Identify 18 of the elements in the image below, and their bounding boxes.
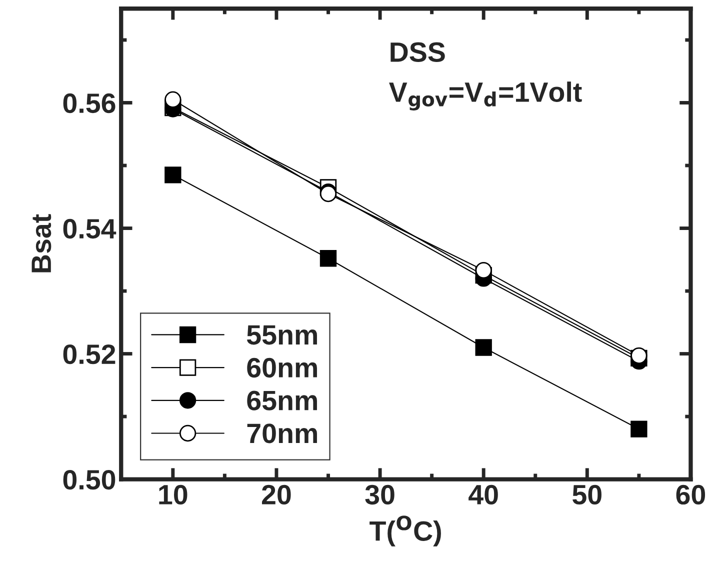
legend-label: 55nm	[246, 325, 317, 345]
x-axis-title: T($^{O}$C)	[370, 516, 441, 546]
y-tick-label: 0.56	[63, 93, 116, 114]
legend-label: 60nm	[247, 358, 317, 378]
annotation: DSS	[390, 42, 445, 62]
x-tick-label: 60	[676, 484, 706, 505]
y-axis-title: Bsat	[32, 214, 52, 272]
x-tick-label: 30	[365, 484, 394, 505]
y-tick-label: 0.54	[63, 218, 116, 239]
y-tick-label: 0.52	[63, 344, 116, 364]
x-tick-label: 10	[159, 484, 188, 505]
x-tick-label: 50	[572, 484, 602, 505]
legend-label: 65nm	[247, 390, 317, 410]
annotation: V$_{gov}$=V$_{d}$=1Volt	[389, 82, 582, 110]
y-tick-label: 0.50	[63, 470, 116, 490]
x-tick-label: 40	[468, 484, 498, 505]
x-tick-label: 20	[262, 484, 291, 505]
legend-label: 70nm	[247, 424, 317, 444]
